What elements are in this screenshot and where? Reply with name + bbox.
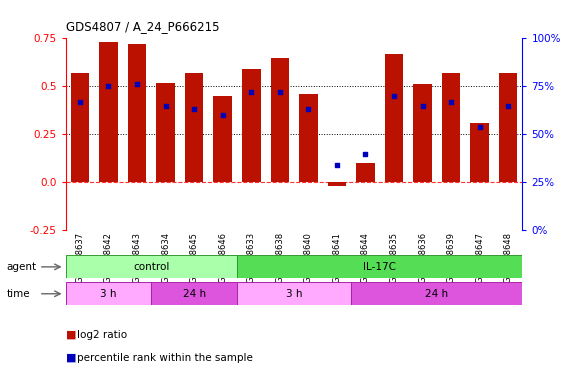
Point xyxy=(247,89,256,95)
Text: GDS4807 / A_24_P666215: GDS4807 / A_24_P666215 xyxy=(66,20,219,33)
Point xyxy=(332,162,341,168)
Text: percentile rank within the sample: percentile rank within the sample xyxy=(77,353,253,363)
Bar xyxy=(66,282,151,305)
Bar xyxy=(99,42,118,182)
Text: 3 h: 3 h xyxy=(286,289,302,299)
Bar xyxy=(242,69,260,182)
Point xyxy=(132,81,142,88)
Bar xyxy=(185,73,203,182)
Point xyxy=(161,103,170,109)
Text: 24 h: 24 h xyxy=(183,289,206,299)
Bar xyxy=(442,73,460,182)
Bar xyxy=(237,255,522,278)
Text: 3 h: 3 h xyxy=(100,289,116,299)
Text: control: control xyxy=(133,262,170,272)
Bar xyxy=(71,73,89,182)
Bar xyxy=(299,94,317,182)
Point xyxy=(218,112,227,118)
Point xyxy=(104,83,113,89)
Bar xyxy=(385,54,403,182)
Bar xyxy=(271,58,289,182)
Text: log2 ratio: log2 ratio xyxy=(77,330,127,340)
Point xyxy=(361,151,370,157)
Bar xyxy=(356,163,375,182)
Text: agent: agent xyxy=(7,262,37,272)
Bar xyxy=(413,84,432,182)
Point xyxy=(389,93,399,99)
Text: time: time xyxy=(7,289,30,299)
Point xyxy=(304,106,313,113)
Point xyxy=(75,99,85,105)
Point xyxy=(190,106,199,113)
Bar xyxy=(328,182,346,186)
Point xyxy=(475,124,484,130)
Text: ■: ■ xyxy=(66,330,76,340)
Point xyxy=(504,103,513,109)
Point xyxy=(275,89,284,95)
Bar xyxy=(471,123,489,182)
Bar xyxy=(214,96,232,182)
Bar xyxy=(499,73,517,182)
Bar xyxy=(351,282,522,305)
Point xyxy=(418,103,427,109)
Bar xyxy=(128,44,146,182)
Point xyxy=(447,99,456,105)
Bar xyxy=(237,282,351,305)
Bar xyxy=(151,282,237,305)
Bar xyxy=(66,255,237,278)
Bar xyxy=(156,83,175,182)
Text: IL-17C: IL-17C xyxy=(363,262,396,272)
Text: 24 h: 24 h xyxy=(425,289,448,299)
Text: ■: ■ xyxy=(66,353,76,363)
